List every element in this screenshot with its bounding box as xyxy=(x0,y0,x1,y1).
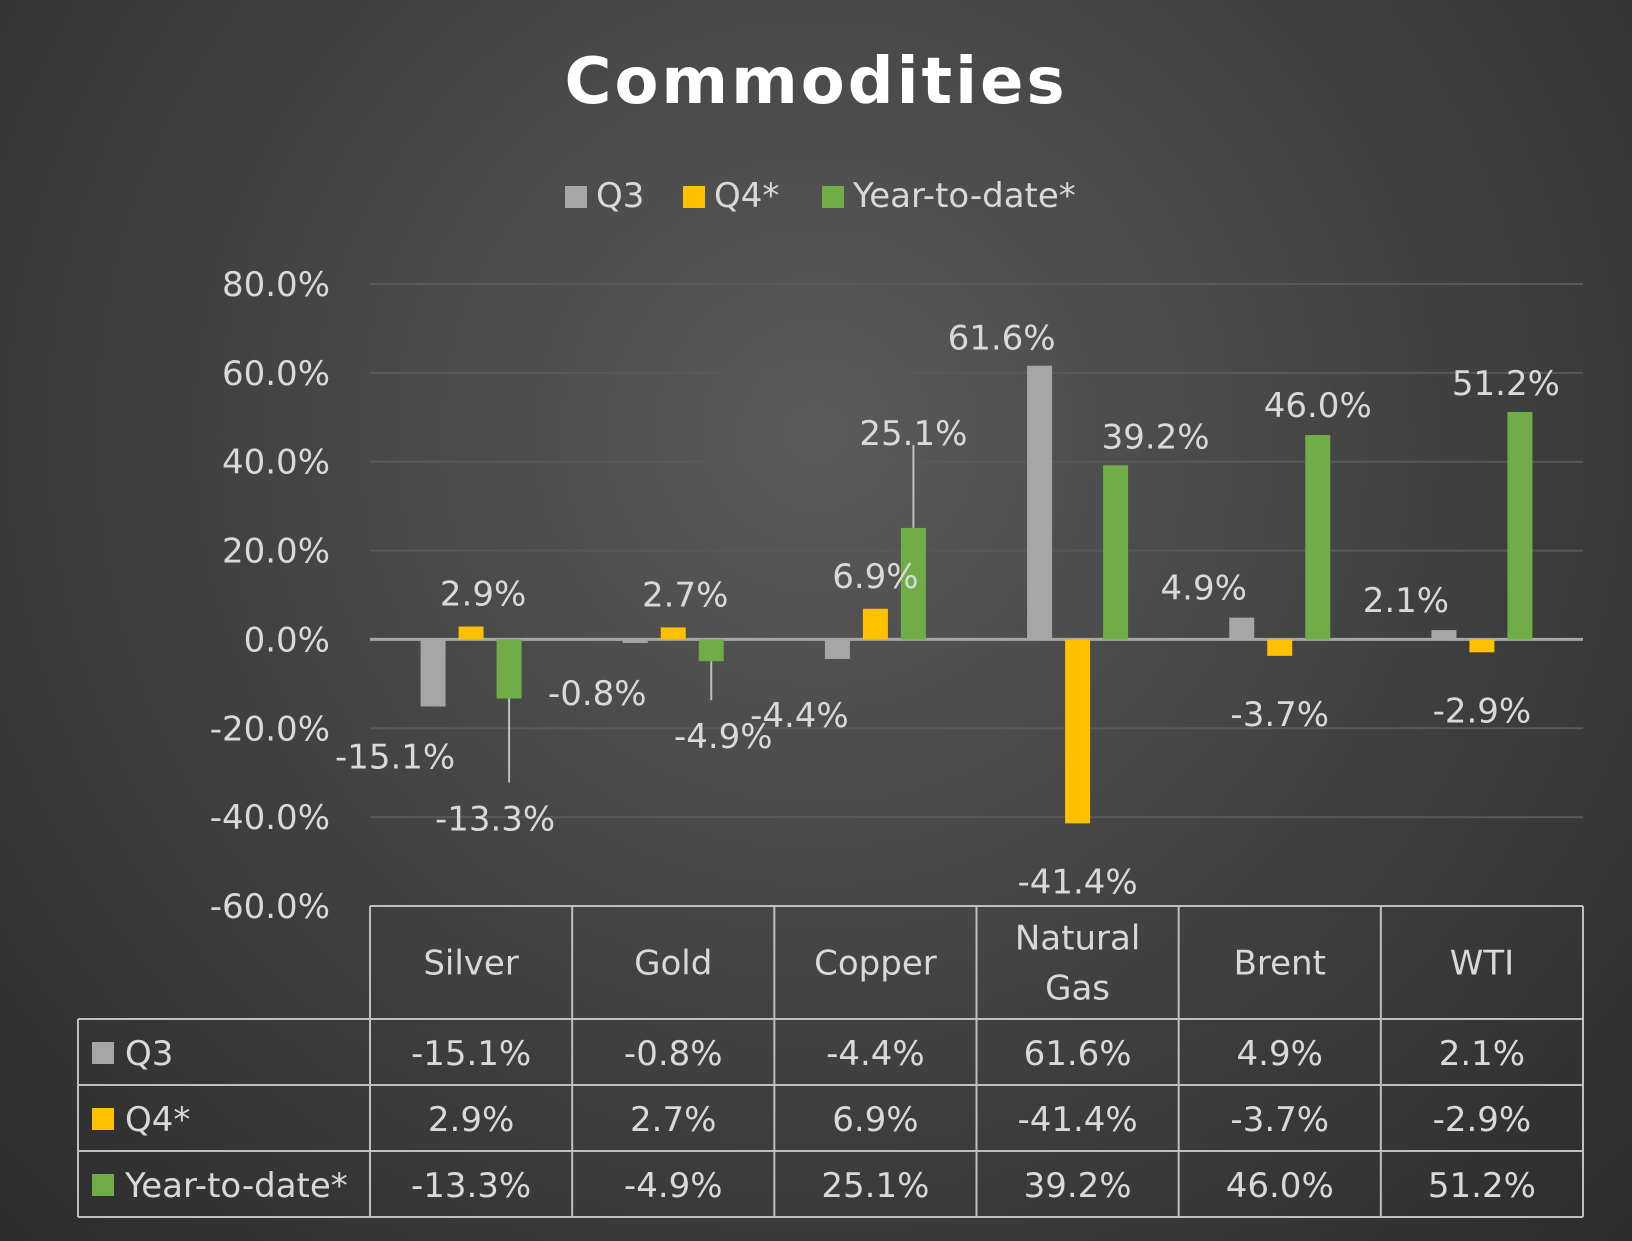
chart-title: Commodities xyxy=(564,45,1067,119)
data-label: -41.4% xyxy=(1017,862,1137,902)
table-cell: -4.4% xyxy=(826,1034,925,1074)
bar-q4-natural-gas xyxy=(1065,639,1091,824)
bar-yeartodate-gold xyxy=(698,639,724,662)
bar-yeartodate-copper xyxy=(900,527,926,640)
bar-yeartodate-silver xyxy=(496,639,522,699)
data-label: 2.7% xyxy=(642,575,728,615)
bar-q3-gold xyxy=(622,639,648,643)
data-label: 46.0% xyxy=(1264,386,1372,426)
data-label: 6.9% xyxy=(832,557,918,597)
table-cell: 2.1% xyxy=(1439,1034,1525,1074)
table-cell: -3.7% xyxy=(1230,1100,1329,1140)
bar-q4-gold xyxy=(660,627,686,640)
table-cell: 6.9% xyxy=(832,1100,918,1140)
legend-label-2: Year-to-date* xyxy=(852,176,1076,216)
data-label: 4.9% xyxy=(1161,569,1247,609)
legend-swatch-0 xyxy=(565,186,587,208)
chart-legend: Q3 Q4* Year-to-date* xyxy=(565,176,1076,216)
data-label: 2.1% xyxy=(1363,581,1449,621)
y-axis: 80.0% 60.0% 40.0% 20.0% 0.0% -20.0% -40.0% -60.… xyxy=(210,265,330,927)
data-label: -2.9% xyxy=(1433,691,1532,731)
table-cell: 4.9% xyxy=(1237,1034,1323,1074)
table-category-header: Gold xyxy=(634,944,712,984)
table-cell: 39.2% xyxy=(1024,1166,1132,1206)
legend-label-1: Q4* xyxy=(714,176,779,216)
table-cell: -4.9% xyxy=(624,1166,723,1206)
y-tick-label: -60.0% xyxy=(210,887,330,927)
data-label: 61.6% xyxy=(948,319,1056,359)
table-row-swatch xyxy=(92,1174,114,1196)
table-cell: -2.9% xyxy=(1433,1100,1532,1140)
table-row-label: Q4* xyxy=(125,1100,190,1140)
data-label: 51.2% xyxy=(1452,364,1560,404)
table-category-header: Copper xyxy=(814,944,937,984)
table-row-label: Year-to-date* xyxy=(124,1166,348,1206)
data-label: -15.1% xyxy=(335,738,455,778)
table-row-label: Q3 xyxy=(125,1034,173,1074)
data-label: -0.8% xyxy=(548,674,647,714)
y-tick-label: 20.0% xyxy=(222,532,330,572)
table-cell: -0.8% xyxy=(624,1034,723,1074)
data-labels: -15.1% 2.9% -13.3% -0.8% 2.7% -4.9%-4.4% 6.9% 2… xyxy=(335,319,1560,903)
gridlines xyxy=(370,283,1583,819)
bar-q4-brent xyxy=(1267,639,1293,656)
table-cell: 61.6% xyxy=(1024,1034,1132,1074)
y-tick-label: -40.0% xyxy=(210,798,330,838)
bar-yeartodate-brent xyxy=(1305,435,1331,640)
bar-q4-silver xyxy=(458,626,484,640)
y-tick-label: 60.0% xyxy=(222,354,330,394)
legend-swatch-1 xyxy=(683,186,705,208)
table-cell: -15.1% xyxy=(411,1034,531,1074)
data-table: Silver Gold Copper Natural Gas Brent WTI Q3 -15.… xyxy=(77,905,1584,1218)
table-cell: 25.1% xyxy=(821,1166,929,1206)
data-label: -13.3% xyxy=(435,800,555,840)
table-category-header: WTI xyxy=(1450,944,1514,984)
bar-yeartodate-wti xyxy=(1507,411,1533,640)
table-cell: 51.2% xyxy=(1428,1166,1536,1206)
y-tick-label: 0.0% xyxy=(244,620,330,660)
bar-q3-copper xyxy=(824,639,850,659)
y-tick-label: -20.0% xyxy=(210,709,330,749)
table-row-swatch xyxy=(92,1108,114,1130)
bar-groups xyxy=(420,365,1533,824)
data-label: -3.7% xyxy=(1230,695,1329,735)
bar-q4-wti xyxy=(1469,639,1495,653)
bar-q3-silver xyxy=(420,639,446,707)
table-cell: 2.7% xyxy=(630,1100,716,1140)
table-cell: 2.9% xyxy=(428,1100,514,1140)
table-category-header: Natural xyxy=(1015,919,1140,959)
data-label: -4.4% xyxy=(750,696,849,736)
bar-yeartodate-natural-gas xyxy=(1103,465,1129,640)
legend-swatch-2 xyxy=(822,186,844,208)
table-row-swatch xyxy=(92,1042,114,1064)
y-tick-label: 80.0% xyxy=(222,265,330,305)
legend-label-0: Q3 xyxy=(596,176,644,216)
table-cell: -13.3% xyxy=(411,1166,531,1206)
table-category-header: Silver xyxy=(423,944,519,984)
y-tick-label: 40.0% xyxy=(222,443,330,483)
bar-q3-wti xyxy=(1431,630,1457,640)
data-label: -4.9% xyxy=(674,717,773,757)
table-category-header: Brent xyxy=(1234,944,1326,984)
data-label: 25.1% xyxy=(859,414,967,454)
bar-q4-copper xyxy=(862,608,888,640)
table-cell: 46.0% xyxy=(1226,1166,1334,1206)
bar-q3-natural-gas xyxy=(1027,365,1053,640)
bar-q3-brent xyxy=(1229,617,1255,640)
table-category-header: Gas xyxy=(1045,969,1110,1009)
data-label: 2.9% xyxy=(440,575,526,615)
table-cell: -41.4% xyxy=(1017,1100,1137,1140)
data-label: 39.2% xyxy=(1102,417,1210,457)
